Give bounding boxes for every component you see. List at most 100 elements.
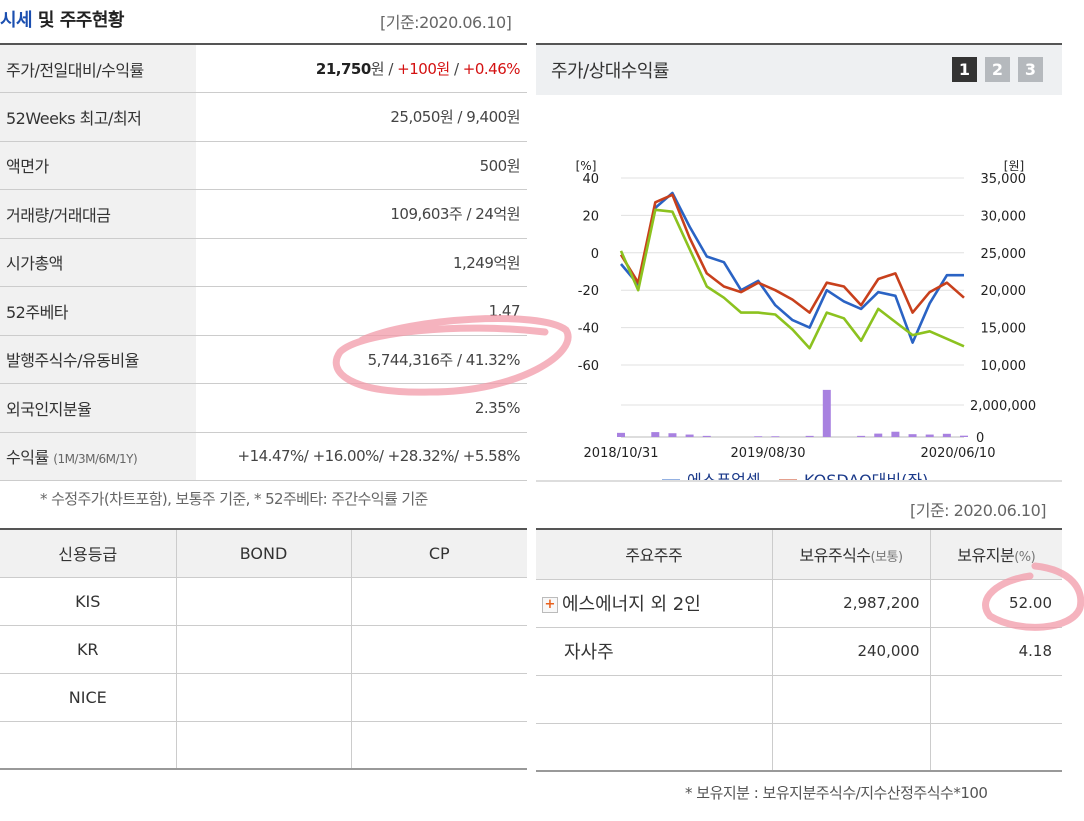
left-tick-label: -60 bbox=[578, 359, 599, 374]
volume-bar bbox=[754, 436, 763, 437]
info-value: 25,050원 / 9,400원 bbox=[196, 92, 527, 142]
info-label: 시가총액 bbox=[0, 238, 196, 287]
table-row: NICE bbox=[0, 673, 527, 722]
info-row-volume: 거래량/거래대금 109,603주 / 24억원 bbox=[0, 189, 527, 239]
table-cell bbox=[351, 577, 527, 626]
table-cell bbox=[176, 577, 352, 626]
column-header: BOND bbox=[176, 529, 352, 578]
table-row: 자사주 240,000 4.18 bbox=[536, 627, 1062, 676]
holding-pct bbox=[930, 723, 1062, 772]
volume-bar bbox=[617, 432, 625, 437]
table-cell bbox=[351, 721, 527, 770]
expand-plus-icon[interactable]: + bbox=[542, 597, 558, 613]
right-tick-label: 10,000 bbox=[981, 359, 1027, 374]
table-row bbox=[536, 723, 1062, 772]
volume-bar bbox=[942, 433, 951, 437]
table-cell bbox=[0, 721, 177, 770]
legend-label: KOSDAQ대비(좌) bbox=[804, 471, 928, 480]
shareholder-name bbox=[536, 675, 773, 724]
column-header: CP bbox=[351, 529, 527, 578]
chart-page-3-button[interactable]: 3 bbox=[1018, 57, 1043, 82]
credit-rating-table: 신용등급 BOND CP KIS KR NICE bbox=[0, 528, 527, 770]
info-row-52weeks: 52Weeks 최고/최저 25,050원 / 9,400원 bbox=[0, 92, 527, 142]
volume-bar bbox=[857, 435, 866, 437]
volume-bar bbox=[685, 434, 694, 437]
chart-page-2-button[interactable]: 2 bbox=[985, 57, 1010, 82]
volume-bar bbox=[891, 431, 900, 437]
right-axis-unit: [원] bbox=[1004, 159, 1024, 173]
current-price: 21,750 bbox=[315, 60, 371, 78]
info-value: 2.35% bbox=[196, 383, 527, 433]
price-change-rate: +0.46% bbox=[462, 60, 521, 78]
holding-pct: 52.00 bbox=[930, 579, 1062, 628]
table-cell bbox=[351, 625, 527, 674]
volume-bar bbox=[822, 389, 831, 437]
left-tick-label: -20 bbox=[578, 284, 599, 299]
info-value: 1,249억원 bbox=[196, 238, 527, 287]
right-tick-label: 25,000 bbox=[981, 247, 1027, 262]
info-value: +14.47%/ +16.00%/ +28.32%/ +5.58% bbox=[196, 432, 527, 481]
info-row-price: 주가/전일대비/수익률 21,750원 / +100원 / +0.46% bbox=[0, 44, 527, 93]
shares-held: 2,987,200 bbox=[772, 579, 931, 628]
shares-held bbox=[772, 675, 931, 724]
volume-tick-label: 0 bbox=[976, 431, 984, 446]
left-tick-label: 20 bbox=[582, 209, 599, 224]
price-change: +100원 bbox=[397, 60, 450, 78]
chart-divider bbox=[536, 480, 1062, 482]
table-cell bbox=[176, 673, 352, 722]
info-value: 109,603주 / 24억원 bbox=[196, 189, 527, 239]
holding-pct: 4.18 bbox=[930, 627, 1062, 676]
volume-bar bbox=[908, 434, 917, 437]
reference-date-2: [기준: 2020.06.10] bbox=[910, 501, 1047, 520]
table-cell bbox=[176, 721, 352, 770]
info-label: 수익률 (1M/3M/6M/1Y) bbox=[0, 432, 196, 481]
volume-bar bbox=[668, 433, 677, 437]
series-line-2 bbox=[619, 193, 965, 314]
left-tick-label: -40 bbox=[578, 322, 599, 337]
info-value: 5,744,316주 / 41.32% bbox=[196, 335, 527, 384]
shares-held: 240,000 bbox=[772, 627, 931, 676]
shareholder-name: + 에스에너지 외 2인 bbox=[536, 579, 773, 628]
chart-pager: 1 2 3 bbox=[952, 57, 1043, 82]
x-tick-label: 2019/08/30 bbox=[731, 446, 806, 461]
x-tick-label: 2020/06/10 bbox=[921, 446, 996, 461]
column-header: 보유주식수(보통) bbox=[772, 529, 931, 580]
volume-bar bbox=[805, 435, 814, 437]
info-row-beta: 52주베타 1.47 bbox=[0, 286, 527, 336]
table-header-row: 주요주주 보유주식수(보통) 보유지분(%) bbox=[536, 529, 1062, 580]
shares-held bbox=[772, 723, 931, 772]
info-label: 거래량/거래대금 bbox=[0, 189, 196, 239]
holding-note: * 보유지분 : 보유지분주식수/지수산정주식수*100 bbox=[685, 784, 988, 802]
table-cell: KIS bbox=[0, 577, 177, 626]
holding-pct bbox=[930, 675, 1062, 724]
table-row: KR bbox=[0, 625, 527, 674]
legend-label: 에스퓨얼셀 bbox=[687, 471, 761, 480]
series-line-3 bbox=[619, 208, 965, 350]
info-label: 액면가 bbox=[0, 141, 196, 190]
volume-bar bbox=[925, 434, 934, 437]
volume-bar bbox=[702, 435, 711, 437]
volume-bar bbox=[874, 433, 883, 437]
info-value: 21,750원 / +100원 / +0.46% bbox=[196, 44, 527, 93]
column-header: 보유지분(%) bbox=[930, 529, 1062, 580]
info-label: 52Weeks 최고/최저 bbox=[0, 92, 196, 142]
info-row-foreign: 외국인지분율 2.35% bbox=[0, 383, 527, 433]
shareholder-name bbox=[536, 723, 773, 772]
series-line-1 bbox=[620, 191, 964, 344]
info-row-returns: 수익률 (1M/3M/6M/1Y) +14.47%/ +16.00%/ +28.… bbox=[0, 432, 527, 481]
volume-bar bbox=[960, 435, 968, 437]
volume-bar bbox=[651, 432, 660, 437]
volume-bar bbox=[771, 436, 780, 437]
table-row: KIS bbox=[0, 577, 527, 626]
info-value: 500원 bbox=[196, 141, 527, 190]
table-row bbox=[536, 675, 1062, 724]
info-value: 1.47 bbox=[196, 286, 527, 336]
shareholder-name: 자사주 bbox=[536, 627, 773, 676]
left-tick-label: 40 bbox=[582, 172, 599, 187]
column-header: 신용등급 bbox=[0, 529, 177, 578]
chart-page-1-button[interactable]: 1 bbox=[952, 57, 977, 82]
info-row-shares: 발행주식수/유동비율 5,744,316주 / 41.32% bbox=[0, 335, 527, 384]
chart-header: 주가/상대수익률 1 2 3 bbox=[536, 43, 1062, 95]
left-axis-unit: [%] bbox=[576, 159, 597, 173]
right-tick-label: 30,000 bbox=[981, 209, 1027, 224]
